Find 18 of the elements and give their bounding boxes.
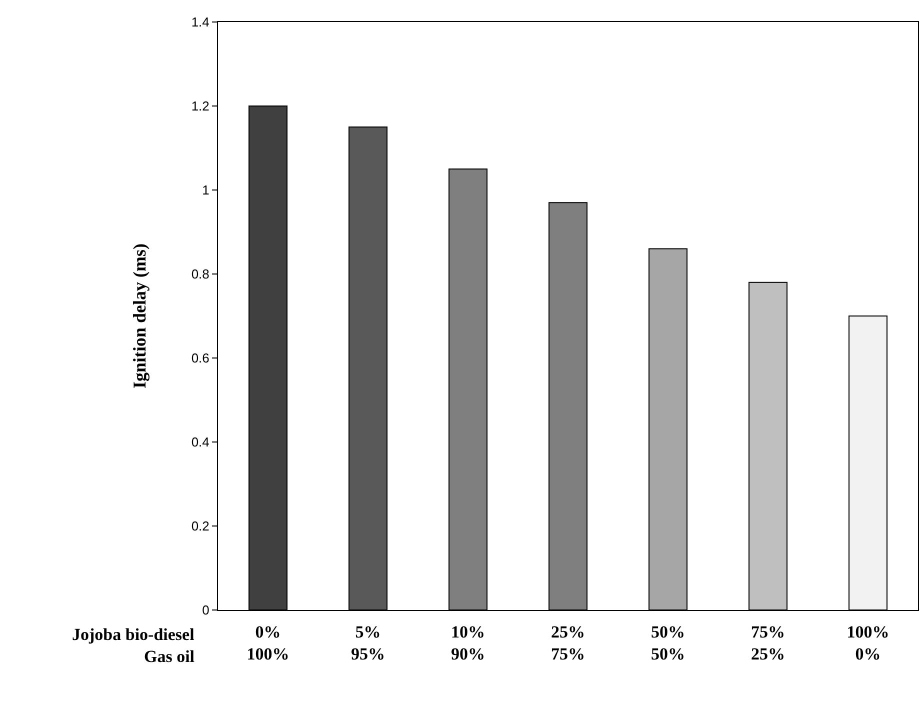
y-tick-label: 1.2: [191, 98, 210, 114]
x-tick-label: 25% 75%: [551, 622, 585, 664]
x-tick-label: 75% 25%: [751, 622, 785, 664]
y-tick-label: 0: [202, 602, 210, 618]
x-tick-label: 10% 90%: [451, 622, 485, 664]
x-tick-label: 5% 95%: [351, 622, 385, 664]
y-tick-label: 0.8: [191, 266, 210, 282]
y-tick-label: 0.2: [191, 518, 210, 534]
y-tick-label: 1: [202, 182, 210, 198]
y-tick-label: 1.4: [191, 14, 210, 30]
text: Gas oil: [144, 647, 195, 666]
text: Jojoba bio-diesel: [72, 625, 195, 644]
y-tick-label: 0.4: [191, 434, 210, 450]
y-axis-title: Ignition delay (ms): [130, 243, 150, 389]
x-tick-label: 0% 100%: [246, 622, 290, 664]
x-tick-label: 100% 0%: [846, 622, 890, 664]
x-tick-label: 50% 50%: [651, 622, 685, 664]
y-tick-label: 0.6: [191, 350, 210, 366]
